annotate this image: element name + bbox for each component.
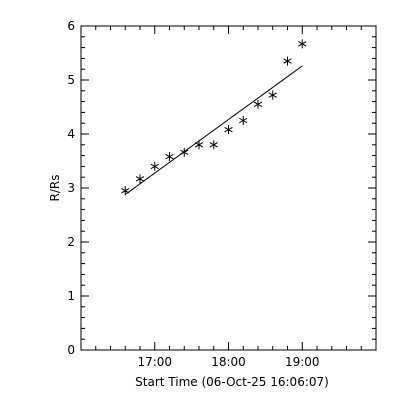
x-axis-label: Start Time (06-Oct-25 16:06:07): [135, 375, 329, 389]
fit-line: [124, 65, 303, 195]
fit-line-group: [124, 65, 303, 195]
data-point: [253, 99, 263, 109]
y-tick-label: 5: [67, 73, 75, 87]
y-tick-label: 6: [67, 19, 75, 33]
x-tick-label: 17:00: [137, 355, 172, 369]
data-point: [135, 174, 145, 184]
data-point: [268, 90, 277, 100]
y-tick-label: 4: [67, 127, 75, 141]
x-tick-label: 19:00: [285, 355, 320, 369]
data-point: [180, 147, 189, 157]
data-point: [209, 140, 218, 150]
data-point: [194, 140, 204, 150]
y-axis-label: R/Rs: [48, 175, 62, 202]
data-point: [298, 39, 307, 49]
y-tick-label: 1: [67, 289, 75, 303]
data-point: [239, 116, 248, 125]
x-axis-ticks: 17:00 18:00 19:00: [95, 26, 362, 369]
y-axis-ticks: 0 1 2 3 4 5 6: [67, 19, 376, 357]
data-point: [283, 56, 292, 66]
y-tick-label: 3: [67, 181, 75, 195]
data-point: [224, 125, 233, 135]
data-point: [150, 161, 159, 171]
data-point: [165, 152, 174, 162]
x-tick-label: 18:00: [211, 355, 246, 369]
y-tick-label: 2: [67, 235, 75, 249]
y-tick-label: 0: [67, 343, 75, 357]
data-point: [121, 186, 130, 196]
data-points: [121, 39, 307, 196]
